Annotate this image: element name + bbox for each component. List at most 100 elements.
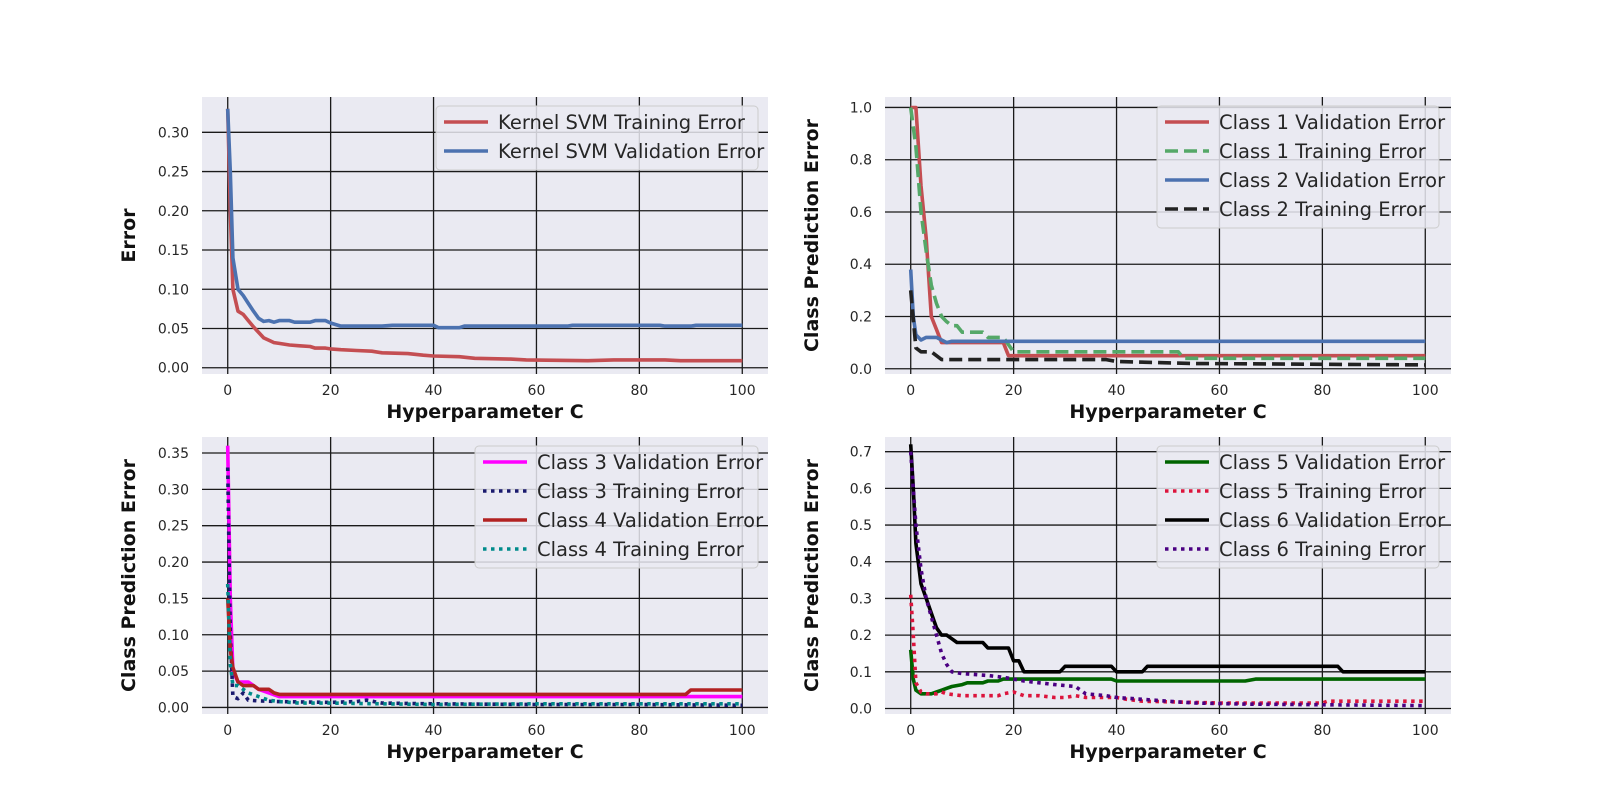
x-tick-label: 100 [1412,383,1439,399]
legend-box [474,445,759,569]
legend-label: Class 4 Training Error [537,538,745,561]
x-tick-label: 40 [1108,723,1126,739]
y-tick-label: 1.0 [850,100,872,116]
legend-box [1156,105,1440,229]
legend-label: Kernel SVM Validation Error [498,140,765,163]
y-tick-label: 0.30 [158,125,189,141]
x-tick-label: 20 [1005,383,1023,399]
y-tick-label: 0.5 [850,518,872,534]
legend-label: Class 5 Training Error [1219,480,1427,503]
series-line-2 [908,107,1426,361]
x-axis-label: Hyperparameter C [1069,401,1266,423]
y-axis-label: Error [118,208,140,263]
y-tick-label: 0.35 [158,446,189,462]
legend-label: Class 6 Validation Error [1219,509,1446,532]
y-tick-label: 0.15 [158,591,189,607]
chart-panel-1: 0 20 40 60 80 100 0.00 0.05 0.10 0.15 0.20 0.25 0.30… [118,97,768,423]
legend-label: Class 5 Validation Error [1219,451,1446,474]
y-tick-label: 0.4 [850,555,872,571]
x-tick-label: 0 [906,723,915,739]
x-tick-label: 20 [322,723,340,739]
legend: Class 1 Validation Error Class 1 Training… [1156,105,1446,229]
y-tick-label: 0.05 [158,664,189,680]
legend-label: Kernel SVM Training Error [498,111,746,134]
series-line-3 [908,269,1426,345]
series-line-3 [908,444,1426,674]
legend-label: Class 1 Validation Error [1219,111,1446,134]
y-tick-label: 0.3 [850,591,872,607]
series-line-4 [908,290,1426,367]
y-tick-label: 0.25 [158,165,189,181]
legend-label: Class 1 Training Error [1219,140,1427,163]
x-tick-label: 40 [1108,383,1126,399]
series-line-2 [908,594,1426,705]
y-tick-label: 0.1 [850,665,872,681]
series-line-2 [225,108,743,330]
legend-label: Class 3 Training Error [537,480,745,503]
x-tick-label: 0 [906,383,915,399]
y-tick-label: 0.7 [850,445,872,461]
x-tick-label: 80 [630,723,648,739]
y-tick-label: 0.20 [158,204,189,220]
legend-label: Class 2 Validation Error [1219,169,1446,192]
legend-label: Class 4 Validation Error [537,509,764,532]
x-tick-label: 100 [1412,723,1439,739]
x-tick-label: 40 [425,723,443,739]
x-tick-label: 0 [223,383,232,399]
y-tick-label: 0.00 [158,700,189,716]
x-axis-label: Hyperparameter C [1069,741,1266,763]
y-tick-label: 0.6 [850,205,872,221]
y-tick-label: 0.10 [158,628,189,644]
series-line-1 [908,649,1426,696]
chart-panel-3: 0 20 40 60 80 100 0.00 0.05 0.10 0.15 0.20 0.25 0.30… [118,437,768,763]
series-line-1 [225,108,743,363]
x-tick-label: 100 [729,383,756,399]
x-tick-label: 60 [528,383,546,399]
y-tick-label: 0.15 [158,243,189,259]
legend: Class 3 Validation Error Class 3 Training… [474,445,764,569]
chart-panel-4: 0 20 40 60 80 100 0.0 0.1 0.2 0.3 0.4 0.5 0.6 0.7 Hype… [801,437,1451,763]
legend: Class 5 Validation Error Class 5 Training… [1156,445,1446,569]
x-tick-label: 40 [425,383,443,399]
y-tick-label: 0.0 [850,701,872,717]
x-tick-label: 20 [322,383,340,399]
x-tick-label: 100 [729,723,756,739]
x-tick-label: 60 [1211,723,1229,739]
y-axis-label: Class Prediction Error [801,118,823,352]
y-tick-label: 0.10 [158,282,189,298]
series-line-4 [908,451,1426,708]
x-tick-label: 20 [1005,723,1023,739]
series-line-3 [225,598,743,697]
y-tick-label: 0.25 [158,519,189,535]
y-tick-label: 0.30 [158,482,189,498]
series-line-1 [910,105,1426,358]
y-tick-label: 0.2 [850,310,872,326]
x-axis-label: Hyperparameter C [386,741,583,763]
y-tick-label: 0.4 [850,257,872,273]
legend-box [1156,445,1440,569]
x-tick-label: 60 [1211,383,1229,399]
y-axis-label: Class Prediction Error [801,458,823,692]
y-tick-label: 0.0 [850,362,872,378]
y-tick-label: 0.05 [158,321,189,337]
x-tick-label: 80 [1313,723,1331,739]
chart-panel-2: 0 20 40 60 80 100 0.0 0.2 0.4 0.6 0.8 1.0 Hyperparam… [801,97,1451,423]
legend-box [435,105,759,171]
x-tick-label: 80 [630,383,648,399]
y-tick-label: 0.2 [850,628,872,644]
x-tick-label: 0 [223,723,232,739]
y-tick-label: 0.00 [158,361,189,377]
legend-label: Class 3 Validation Error [537,451,764,474]
x-tick-label: 60 [528,723,546,739]
series-line-2 [225,467,743,708]
x-tick-label: 80 [1313,383,1331,399]
legend: Kernel SVM Training Error Kernel SVM Vali… [435,105,765,171]
y-tick-label: 0.8 [850,153,872,169]
y-tick-label: 0.6 [850,481,872,497]
y-tick-label: 0.20 [158,555,189,571]
legend-label: Class 2 Training Error [1219,198,1427,221]
x-axis-label: Hyperparameter C [386,401,583,423]
y-axis-label: Class Prediction Error [118,458,140,692]
legend-label: Class 6 Training Error [1219,538,1427,561]
